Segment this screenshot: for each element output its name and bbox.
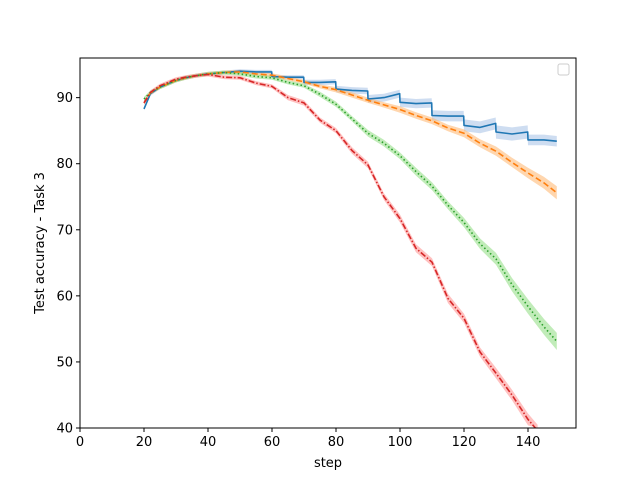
y-tick-label: 90 [56,91,73,106]
y-tick-label: 50 [56,355,73,370]
x-tick-label: 40 [200,435,217,450]
legend-box [557,63,570,76]
series-4-line [143,73,537,428]
x-tick-label: 120 [452,435,477,450]
x-tick-label: 100 [388,435,413,450]
x-tick-label: 60 [264,435,281,450]
plot-frame [79,57,577,429]
x-tick-label: 140 [516,435,541,450]
y-tick-label: 60 [56,289,73,304]
x-axis-label: step [314,456,342,471]
y-tick-label: 70 [56,223,73,238]
x-tick-label: 0 [76,435,84,450]
x-tick-label: 80 [328,435,345,450]
x-tick-label: 20 [136,435,153,450]
y-tick-label: 40 [56,422,73,437]
y-axis-label: Test accuracy - Task 3 [33,172,48,315]
series-lines [143,70,558,428]
y-tick-label: 80 [56,157,73,172]
y-axis-ticks: 40 50 60 70 80 90 [56,91,80,437]
series-2-band [144,69,557,200]
x-axis-ticks: 0 20 40 60 80 100 120 140 [76,428,541,450]
